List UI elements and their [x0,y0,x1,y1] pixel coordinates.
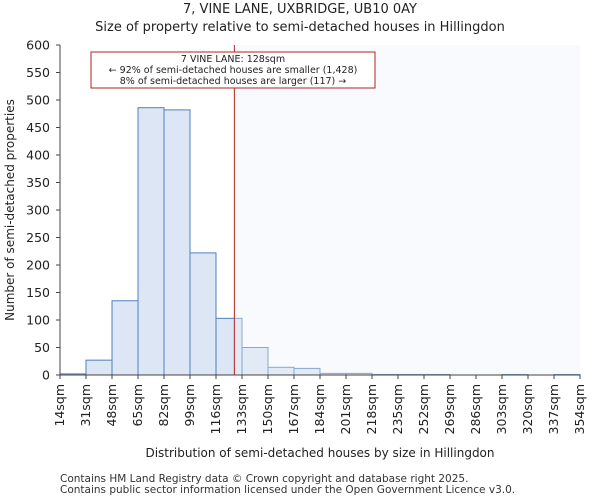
y-tick-label: 300 [26,203,50,218]
x-axis-label: Distribution of semi-detached houses by … [145,446,494,460]
x-tick-label: 99sqm [182,384,197,427]
x-tick-label: 252sqm [416,384,431,434]
larger-region-shade [234,45,580,375]
bars-group [59,107,581,376]
x-tick-label: 320sqm [520,384,535,434]
x-tick-label: 31sqm [78,384,93,427]
x-tick-label: 167sqm [286,384,301,434]
annotation-line-3: 8% of semi-detached houses are larger (1… [120,76,347,87]
footer-line-1: Contains HM Land Registry data © Crown c… [60,473,469,485]
histogram-bar [163,109,191,376]
y-tick-label: 150 [26,285,50,300]
y-tick-label: 50 [34,340,50,355]
x-tick-label: 201sqm [338,384,353,434]
y-tick-label: 200 [26,258,50,273]
histogram-bar [85,359,113,376]
histogram-bar [241,347,269,376]
annotation-line-1: 7 VINE LANE: 128sqm [181,54,285,65]
y-tick-label: 450 [26,120,50,135]
annotation-line-2: ← 92% of semi-detached houses are smalle… [109,65,358,76]
x-tick-label: 82sqm [156,384,171,427]
x-tick-label: 303sqm [494,384,509,434]
larger-region-fill [234,45,580,375]
y-ticks-group: 0 50 100 150 200 250 300 350 400 450 500 550 600 [26,38,60,383]
x-ticks-group: 14sqm 31sqm 48sqm 65sqm 82sqm 99sqm 116sqm 133s… [52,375,587,434]
y-tick-label: 250 [26,230,50,245]
x-tick-label: 14sqm [52,384,67,427]
x-tick-label: 218sqm [364,384,379,434]
x-tick-label: 235sqm [390,384,405,434]
x-tick-label: 116sqm [208,384,223,434]
y-tick-label: 550 [26,65,50,80]
x-tick-label: 48sqm [104,384,119,427]
y-tick-label: 0 [42,368,50,383]
histogram-bar [137,107,165,376]
histogram-bar [189,252,217,376]
annotation-frame [90,51,376,89]
x-tick-label: 133sqm [234,384,249,434]
y-tick-label: 400 [26,148,50,163]
x-tick-label: 150sqm [260,384,275,434]
y-axis-label: Number of semi-detached properties [3,99,17,321]
x-tick-label: 337sqm [546,384,561,434]
histogram-bar [111,300,139,376]
x-tick-label: 286sqm [468,384,483,434]
y-tick-label: 600 [26,38,50,53]
annotation-box: 7 VINE LANE: 128sqm ← 92% of semi-detach… [90,51,376,89]
y-tick-label: 100 [26,313,50,328]
footer-line-2: Contains public sector information licen… [60,484,516,496]
x-tick-label: 269sqm [442,384,457,434]
histogram-bar [215,317,243,376]
y-tick-label: 350 [26,175,50,190]
y-tick-label: 500 [26,93,50,108]
x-tick-label: 65sqm [130,384,145,427]
chart-title-line2: Size of property relative to semi-detach… [95,20,505,35]
x-tick-label: 184sqm [312,384,327,434]
chart-title-line1: 7, VINE LANE, UXBRIDGE, UB10 0AY [183,2,417,17]
x-tick-label: 354sqm [572,384,587,434]
